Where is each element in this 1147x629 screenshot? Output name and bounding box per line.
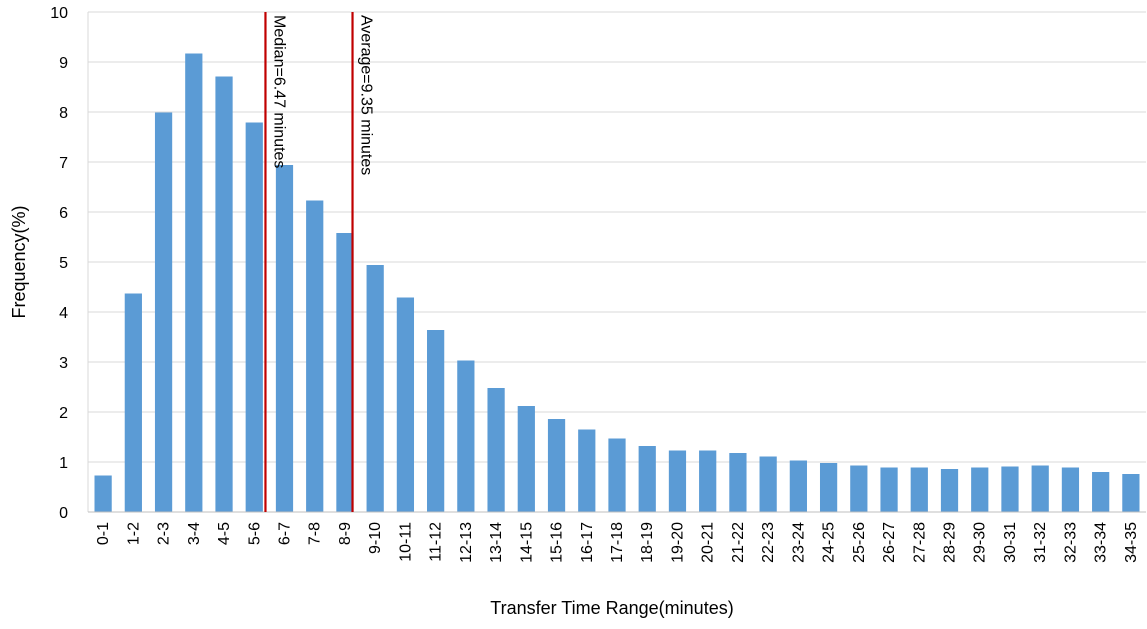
y-axis-title: Frequency(%): [9, 205, 29, 318]
x-tick-label: 16-17: [579, 522, 596, 563]
x-axis-title: Transfer Time Range(minutes): [490, 598, 733, 618]
x-tick-label: 2-3: [156, 522, 173, 545]
bar: [1031, 465, 1049, 512]
x-tick-label: 13-14: [488, 522, 505, 563]
x-tick-label: 18-19: [639, 522, 656, 563]
y-tick-label: 5: [59, 255, 68, 272]
y-tick-label: 0: [59, 505, 68, 522]
x-tick-label: 24-25: [821, 522, 838, 563]
y-tick-label: 7: [59, 155, 68, 172]
y-tick-label: 8: [59, 105, 68, 122]
x-tick-labels: 0-1 1-2 2-3 3-4 4-5 5-6 6-7 7-8 8-9 9-10 10-11 11-1…: [95, 522, 1140, 563]
y-tick-label: 1: [59, 455, 68, 472]
y-tick-label: 6: [59, 205, 68, 222]
x-tick-label: 23-24: [790, 522, 807, 563]
y-tick-label: 2: [59, 405, 68, 422]
bar: [789, 460, 807, 512]
bar: [245, 122, 263, 512]
x-tick-label: 25-26: [851, 522, 868, 563]
bar: [850, 465, 868, 512]
x-tick-label: 21-22: [730, 522, 747, 563]
x-tick-label: 11-12: [428, 522, 445, 562]
x-tick-label: 15-16: [549, 522, 566, 563]
bar: [336, 233, 354, 512]
bar: [124, 293, 142, 512]
y-tick-label: 10: [50, 5, 68, 22]
x-tick-label: 12-13: [458, 522, 475, 563]
bar: [910, 467, 928, 512]
bar: [154, 112, 173, 512]
x-tick-label: 14-15: [518, 522, 535, 563]
bar: [880, 467, 898, 512]
x-tick-label: 30-31: [1002, 522, 1019, 563]
x-tick-label: 34-35: [1123, 522, 1140, 563]
x-tick-label: 17-18: [609, 522, 626, 563]
x-tick-label: 8-9: [337, 522, 354, 545]
bar: [94, 475, 112, 512]
bar: [457, 360, 475, 512]
bar: [1001, 466, 1019, 512]
bar: [940, 469, 959, 512]
x-tick-label: 20-21: [700, 522, 717, 563]
x-tick-label: 22-23: [760, 522, 777, 563]
x-tick-label: 27-28: [911, 522, 928, 563]
bar: [608, 438, 626, 512]
x-tick-label: 5-6: [246, 522, 263, 545]
bar: [971, 467, 989, 512]
bar: [396, 297, 415, 512]
bar: [578, 429, 596, 512]
x-tick-label: 3-4: [186, 522, 203, 545]
x-tick-label: 32-33: [1062, 522, 1079, 563]
reference-lines: Median=6.47 minutes Average=9.35 minutes: [264, 12, 375, 512]
bar: [517, 406, 535, 512]
y-tick-label: 9: [59, 55, 68, 72]
reference-line-label: Average=9.35 minutes: [358, 15, 375, 175]
x-tick-label: 28-29: [942, 522, 959, 563]
bar: [759, 456, 777, 512]
x-tick-label: 19-20: [669, 522, 686, 563]
x-tick-label: 4-5: [216, 522, 233, 545]
x-tick-label: 26-27: [881, 522, 898, 563]
bar: [668, 450, 687, 512]
bar: [306, 200, 324, 512]
y-tick-labels: 0 1 2 3 4 5 6 7 8 9 10: [50, 5, 68, 522]
bar: [427, 330, 445, 512]
reference-line-label: Median=6.47 minutes: [270, 15, 287, 168]
gridlines: [88, 11, 1146, 463]
bar: [487, 388, 505, 512]
x-tick-label: 10-11: [397, 522, 414, 562]
x-tick-label: 6-7: [276, 522, 293, 545]
bar: [729, 453, 747, 512]
bar: [215, 76, 233, 512]
bar: [275, 165, 294, 512]
bar: [819, 463, 838, 512]
x-tick-label: 33-34: [1093, 522, 1110, 563]
y-tick-label: 3: [59, 355, 68, 372]
x-tick-label: 0-1: [95, 522, 112, 545]
bar: [366, 265, 384, 512]
y-tick-label: 4: [59, 305, 68, 322]
bars: [94, 53, 1140, 512]
bar: [185, 53, 203, 512]
bar: [1061, 467, 1080, 512]
bar: [638, 446, 656, 512]
x-tick-label: 31-32: [1032, 522, 1049, 563]
bar: [547, 419, 566, 512]
x-tick-label: 7-8: [307, 522, 324, 545]
bar: [1092, 472, 1110, 512]
bar: [1122, 474, 1140, 512]
x-tick-label: 9-10: [367, 522, 384, 554]
x-tick-label: 29-30: [972, 522, 989, 563]
x-tick-label: 1-2: [125, 522, 142, 545]
bar: [699, 450, 717, 512]
axes: [87, 12, 1146, 513]
